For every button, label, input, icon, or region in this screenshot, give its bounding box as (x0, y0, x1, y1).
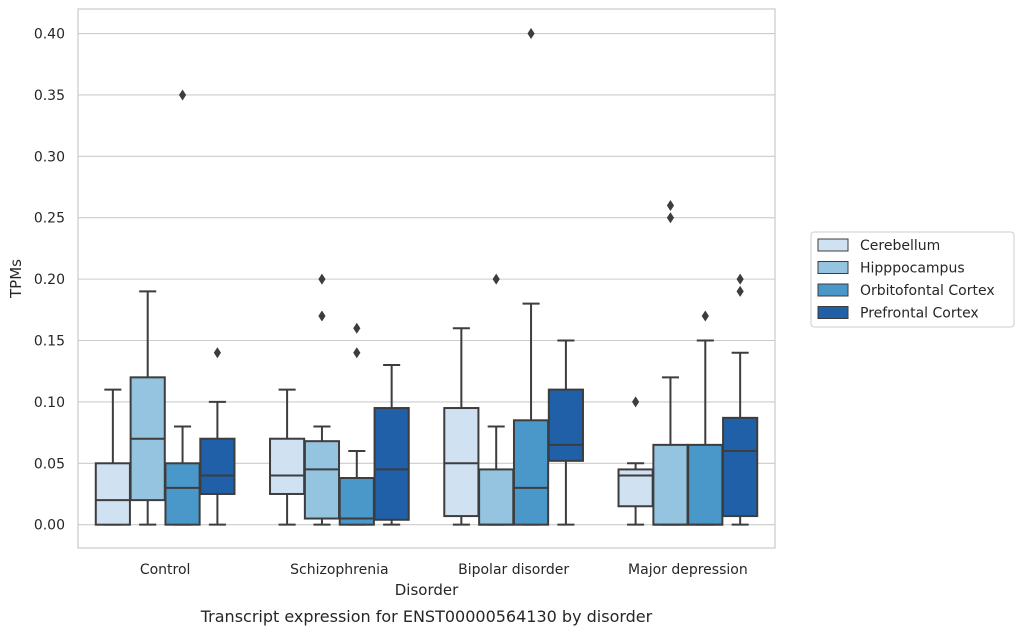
box-cerebellum-0 (94, 388, 131, 526)
legend-label: Prefrontal Cortex (860, 306, 979, 322)
box-prefrontal-cortex-1 (373, 364, 410, 526)
box-hipppocampus-2 (478, 273, 515, 526)
box-hipppocampus-0 (129, 290, 166, 526)
y-tick-label: 0.10 (34, 395, 65, 411)
x-tick-labels: Control Schizophrenia Bipolar disorder Majo… (140, 562, 748, 578)
box-prefrontal-cortex-2 (547, 339, 584, 526)
outlier-point (492, 273, 500, 285)
box-iqr (373, 407, 410, 521)
box-cerebellum-1 (269, 388, 306, 526)
box-orbitofontal-cortex-2 (512, 28, 550, 526)
y-tick-label: 0.00 (34, 518, 65, 534)
x-tick-label: Bipolar disorder (458, 562, 569, 578)
legend-swatch (817, 238, 849, 252)
box-orbitofontal-cortex-3 (687, 310, 724, 526)
box-prefrontal-cortex-3 (722, 273, 759, 526)
outlier-point (318, 310, 326, 322)
outlier-point (353, 322, 361, 334)
box-series (94, 28, 759, 526)
box-iqr (652, 443, 689, 526)
outlier-point (632, 396, 640, 408)
legend-label: Hipppocampus (860, 261, 965, 277)
y-tick-label: 0.30 (34, 149, 65, 165)
outlier-point (318, 273, 326, 285)
box-iqr (722, 416, 759, 518)
x-tick-label: Major depression (628, 562, 748, 578)
box-orbitofontal-cortex-0 (164, 89, 201, 526)
outlier-point (666, 199, 675, 211)
box-hipppocampus-1 (303, 273, 341, 526)
x-axis-label: Disorder (395, 581, 459, 599)
box-cerebellum-2 (443, 327, 480, 526)
outlier-point (736, 285, 744, 297)
y-tick-label: 0.15 (34, 334, 65, 350)
box-iqr (478, 468, 515, 526)
y-tick-label: 0.05 (34, 456, 65, 472)
x-tick-label: Schizophrenia (290, 562, 388, 578)
box-iqr (199, 437, 236, 495)
box-iqr (443, 407, 480, 518)
outlier-point (213, 347, 221, 359)
chart-caption: Transcript expression for ENST0000056413… (200, 607, 653, 626)
outlier-point (527, 28, 535, 40)
legend-label: Orbitofontal Cortex (860, 283, 995, 299)
outlier-point (666, 212, 675, 224)
legend: Cerebellum Hipppocampus Orbitofontal Corte… (810, 231, 1015, 328)
box-prefrontal-cortex-0 (199, 347, 236, 526)
box-iqr (338, 477, 375, 526)
box-iqr (94, 462, 131, 526)
box-iqr (687, 443, 724, 526)
y-tick-label: 0.25 (34, 211, 65, 227)
y-tick-label: 0.40 (34, 27, 65, 43)
box-iqr (269, 437, 306, 495)
outlier-point (353, 347, 361, 359)
legend-swatch (817, 306, 849, 319)
outlier-point (178, 89, 187, 101)
legend-swatch (817, 261, 849, 274)
box-orbitofontal-cortex-1 (338, 322, 375, 526)
y-tick-labels: 0.00 0.05 0.10 0.15 0.20 0.25 0.30 0.35 0.40 (34, 27, 65, 534)
outlier-point (701, 310, 709, 322)
legend-swatch (817, 283, 849, 297)
plot-frame (77, 8, 776, 549)
y-tick-label: 0.20 (34, 272, 65, 288)
outlier-point (736, 273, 744, 285)
legend-label: Cerebellum (860, 238, 940, 254)
y-tick-label: 0.35 (34, 88, 65, 104)
legend-frame (810, 231, 1015, 328)
box-cerebellum-3 (617, 396, 654, 526)
box-iqr (547, 388, 584, 462)
x-tick-label: Control (140, 562, 191, 578)
box-iqr (164, 462, 201, 526)
box-iqr (512, 419, 550, 526)
box-iqr (303, 440, 341, 520)
y-axis-label: TPMs (7, 259, 25, 299)
box-hipppocampus-3 (652, 199, 689, 526)
